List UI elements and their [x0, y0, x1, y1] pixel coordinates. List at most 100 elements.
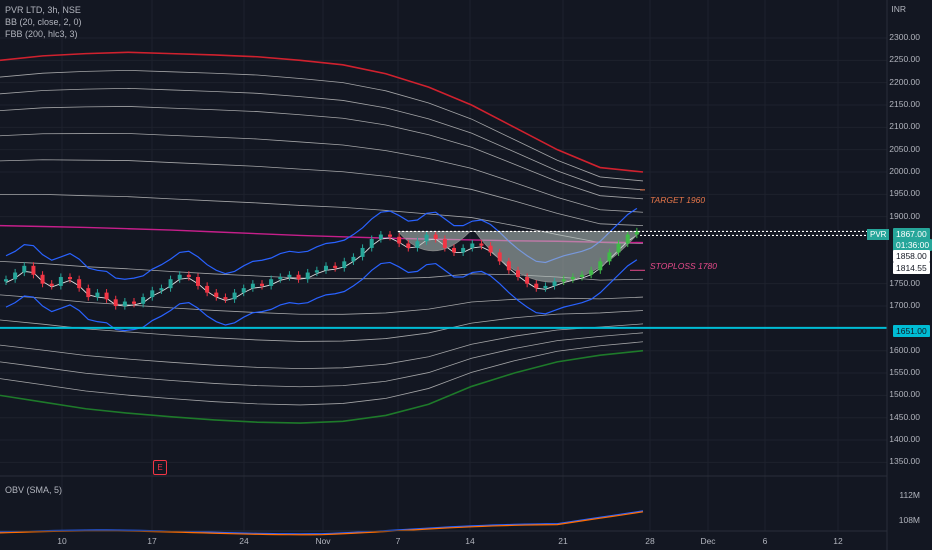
candle-body	[113, 299, 118, 307]
time-tick-label: 7	[395, 536, 401, 546]
candle-body	[506, 261, 511, 271]
candle-body	[68, 276, 72, 280]
fbb-inner-lower-line	[0, 341, 644, 406]
candle-body	[77, 279, 82, 289]
fbb-inner-lower-line	[0, 310, 644, 342]
candle-body	[415, 241, 420, 248]
candle-body	[570, 276, 575, 280]
candle-body	[580, 274, 584, 277]
price-tick-label: 1350.00	[889, 456, 920, 467]
candle-body	[40, 274, 45, 284]
candle-body	[141, 297, 146, 304]
time-tick-label: 28	[645, 536, 655, 546]
legend-bb[interactable]: BB (20, close, 2, 0)	[5, 17, 82, 27]
obv-tick-label: 108M	[898, 515, 920, 526]
last-price-tag: 1867.00	[893, 228, 930, 240]
time-tick-label: 14	[465, 536, 475, 546]
candle-body	[150, 290, 155, 298]
candle-body	[205, 285, 210, 293]
price-tick-label: 1550.00	[889, 367, 920, 378]
fbb-inner-upper-line	[0, 193, 644, 244]
time-tick-label: Nov	[315, 536, 331, 546]
candle-body	[232, 292, 237, 300]
candle-body	[287, 274, 292, 277]
legend-fbb[interactable]: FBB (200, hlc3, 3)	[5, 29, 78, 39]
candle-body	[260, 283, 264, 286]
candle-body	[223, 297, 228, 300]
candle-body	[278, 276, 283, 280]
earnings-flag-icon[interactable]: E	[153, 460, 167, 475]
time-tick-label: 21	[558, 536, 568, 546]
time-tick-label: Dec	[700, 536, 716, 546]
candle-body	[342, 261, 347, 269]
support-level-tag: 1651.00	[893, 325, 930, 337]
candle-body	[214, 292, 219, 298]
price-tick-label: 1600.00	[889, 344, 920, 355]
price-tick-label: 1400.00	[889, 434, 920, 445]
candle-body	[324, 265, 328, 271]
fbb-inner-upper-line	[0, 106, 644, 200]
candle-body	[333, 265, 338, 269]
legend-title: PVR LTD, 3h, NSE	[5, 5, 81, 15]
candle-body	[360, 247, 365, 257]
candle-body	[598, 261, 603, 271]
candle-body	[616, 243, 621, 253]
level-1814-tag: 1814.55	[893, 262, 930, 274]
obv-tick-label: 112M	[899, 490, 920, 500]
candle-body	[250, 283, 255, 289]
price-tick-label: 2100.00	[889, 121, 920, 132]
candle-body	[543, 285, 548, 289]
currency-label: INR	[891, 4, 906, 14]
candle-body	[461, 247, 466, 253]
candle-body	[4, 279, 8, 282]
target-annotation[interactable]: TARGET 1960	[650, 195, 706, 205]
fbb-inner-upper-line	[0, 87, 644, 191]
candle-body	[22, 265, 27, 273]
legend-obv[interactable]: OBV (SMA, 5)	[5, 485, 63, 495]
fbb-inner-upper-line	[0, 159, 644, 227]
level-lines	[0, 189, 887, 329]
candle-body	[196, 276, 200, 286]
obv-line	[0, 510, 644, 535]
fbb-inner-lower-line	[0, 332, 644, 388]
level-1858-tag: 1858.00	[893, 250, 930, 262]
price-tick-label: 2150.00	[889, 99, 920, 109]
candle-body	[442, 239, 447, 248]
candles	[4, 227, 639, 310]
candle-body	[296, 274, 301, 280]
fbb-inner-upper-line	[0, 133, 644, 213]
time-tick-label: 17	[147, 536, 157, 546]
candle-body	[13, 272, 18, 280]
grid	[0, 0, 887, 531]
fbb-inner-lower-line	[0, 294, 644, 315]
candle-body	[589, 270, 594, 275]
legend: PVR LTD, 3h, NSE BB (20, close, 2, 0) FB…	[5, 4, 82, 40]
price-tick-label: 1700.00	[889, 300, 920, 311]
price-tick-label: 2000.00	[889, 166, 920, 176]
candle-body	[314, 270, 319, 273]
price-tick-label: 2050.00	[889, 143, 920, 154]
candle-body	[397, 236, 402, 244]
candle-body	[132, 301, 136, 304]
fbb-lines	[0, 51, 644, 424]
candle-body	[424, 234, 429, 242]
candle-body	[104, 292, 109, 300]
candle-body	[388, 234, 392, 237]
candle-body	[607, 252, 612, 262]
candle-body	[516, 270, 520, 277]
stoploss-annotation[interactable]: STOPLOSS 1780	[650, 261, 717, 271]
candle-body	[31, 265, 36, 275]
price-tick-label: 1500.00	[889, 389, 920, 400]
candle-body	[433, 234, 438, 240]
candle-body	[269, 279, 274, 286]
candle-body	[479, 243, 484, 246]
price-tick-label: 2250.00	[889, 54, 920, 65]
symbol-tag: PVR	[867, 229, 890, 240]
bb-lower-band	[5, 259, 638, 332]
candle-body	[186, 274, 191, 277]
price-tick-label: 1950.00	[889, 188, 920, 199]
candle-body	[561, 279, 566, 282]
price-tick-label: 2300.00	[889, 32, 920, 42]
candle-body	[488, 245, 493, 253]
